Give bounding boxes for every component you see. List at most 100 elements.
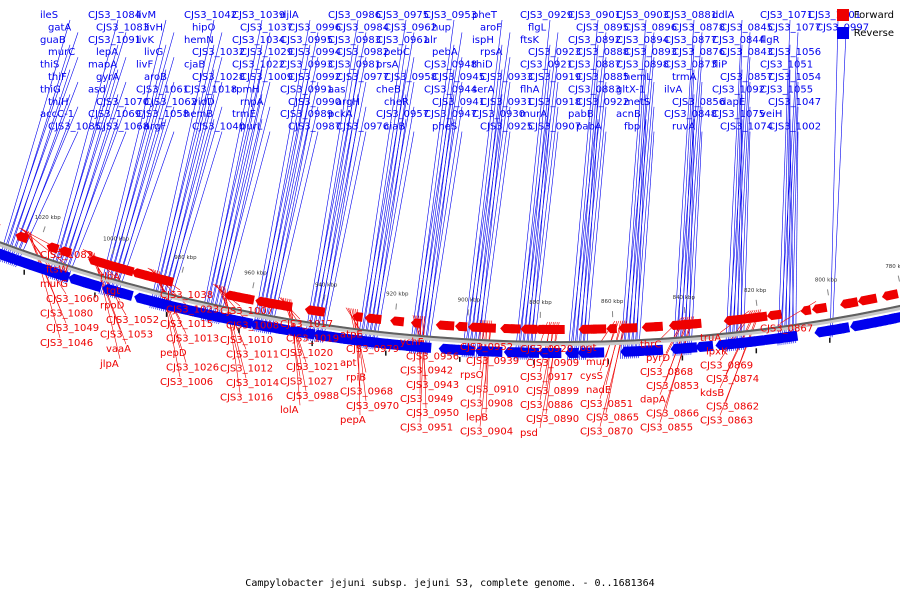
gene-label: thrC: [640, 339, 661, 350]
forward-feature-arrows: [0, 224, 899, 334]
ruler-tick: [897, 275, 900, 282]
leader-line: [419, 81, 463, 355]
leader-line: [320, 119, 359, 343]
forward-feature: [312, 306, 326, 317]
genome-backbone: [0, 241, 900, 343]
gene-label: gltX-1: [616, 84, 645, 95]
leader-line: [729, 44, 743, 352]
forward-feature: [865, 293, 878, 304]
gene-label: fliP: [712, 60, 727, 71]
gene-label: pckA: [328, 109, 353, 120]
gene-label: CJS3_0952: [460, 342, 513, 353]
leader-line: [13, 119, 71, 267]
gene-label: CJS3_0892: [568, 35, 621, 46]
leader-line: [360, 44, 407, 348]
leader-line: [514, 19, 551, 360]
leader-line: [224, 286, 241, 393]
ruler-mark: [238, 328, 240, 334]
gene-label: cjaB: [184, 60, 205, 71]
forward-feature: [156, 274, 175, 287]
leader-line: [151, 32, 223, 309]
forward-feature: [479, 323, 497, 333]
gene-label: CJS3_0996: [288, 22, 341, 33]
ruler-tick-label: 840 kbp: [673, 295, 696, 301]
gene-label: CJS3_0994: [288, 47, 341, 58]
gene-label: CJS3_1051: [760, 60, 813, 71]
leader-line: [581, 106, 607, 360]
leader-line: [53, 57, 127, 281]
forward-feature: [371, 314, 382, 325]
gene-label: aas: [328, 84, 345, 95]
leader-line: [419, 315, 421, 394]
reverse-feature: [525, 347, 540, 358]
leader-line: [530, 119, 551, 360]
leader-line: [63, 119, 119, 284]
leader-line: [0, 19, 71, 258]
leader-line: [153, 44, 215, 309]
gene-label: CJS3_1070: [96, 97, 149, 108]
leader-line: [166, 131, 223, 313]
gene-label: CJS3_0957: [376, 109, 429, 120]
gene-label: pepA: [340, 415, 366, 426]
leader-line: [206, 57, 271, 322]
gene-label: CJS3_1034: [232, 35, 285, 46]
forward-swatch: [836, 9, 849, 21]
gene-label: CJS3_1008: [226, 320, 279, 331]
leader-line: [479, 320, 489, 399]
gene-label: CJS3_0987: [288, 122, 341, 133]
leader-line: [783, 57, 799, 345]
leader-line: [676, 44, 695, 356]
gene-label: CJS3_0995: [280, 35, 333, 46]
leader-line: [475, 106, 511, 358]
leader-line: [777, 19, 791, 346]
leader-line: [526, 94, 551, 360]
reverse-feature: [510, 347, 529, 358]
leader-line: [422, 316, 427, 409]
gene-label: CJS3_0948: [424, 60, 477, 71]
leader-line: [461, 19, 503, 358]
forward-feature: [58, 246, 73, 258]
leader-line: [479, 131, 511, 359]
gene-label: CJS3_0869: [700, 360, 753, 371]
forward-feature: [729, 314, 741, 325]
gene-label: nadE: [586, 385, 611, 396]
gene-label: CJS3_1016: [220, 393, 273, 404]
gene-label: lolA: [280, 405, 299, 416]
gene-label: CJS3_1007: [220, 306, 273, 317]
gene-label: rpiB: [346, 372, 366, 383]
gene-label: CJS3_0917: [520, 372, 573, 383]
leader-line: [55, 69, 119, 281]
gene-label: flhA: [520, 84, 540, 95]
gene-label: CJS3_0877: [664, 35, 717, 46]
leader-line: [583, 119, 599, 360]
gene-label: rnpA: [240, 97, 264, 108]
gene-label: asd: [88, 84, 106, 95]
gene-label: CJS3_0921: [520, 60, 573, 71]
ruler-mark: [165, 311, 168, 317]
leader-line: [372, 119, 407, 350]
gene-label: livF: [136, 60, 153, 71]
gene-label: CJS3_0950: [406, 408, 459, 419]
gene-label: CJS3_1001: [808, 10, 861, 21]
gene-label: livG: [144, 47, 163, 58]
gene-label: CJS3_0922: [576, 97, 629, 108]
ruler-tick-label: 920 kbp: [386, 292, 409, 298]
gene-label: veiH: [760, 109, 782, 120]
leader-line: [532, 131, 559, 360]
gene-label: vaaA: [106, 344, 131, 355]
gene-label: CJS3_0918: [528, 97, 581, 108]
gene-label: CJS3_0941: [432, 97, 485, 108]
ruler-tick-label: 780 kbp: [885, 264, 900, 270]
gene-label: CJS3_0943: [406, 380, 459, 391]
leader-line: [214, 106, 271, 324]
gene-label: dapA: [640, 395, 666, 406]
gene-label: argF: [144, 122, 166, 133]
gene-label: ispH: [472, 35, 494, 46]
gene-label: CJS3_1061: [136, 84, 189, 95]
leader-line: [162, 106, 223, 312]
leader-line: [2, 44, 71, 263]
leader-line: [518, 44, 551, 360]
gene-label: thiF: [48, 72, 67, 83]
